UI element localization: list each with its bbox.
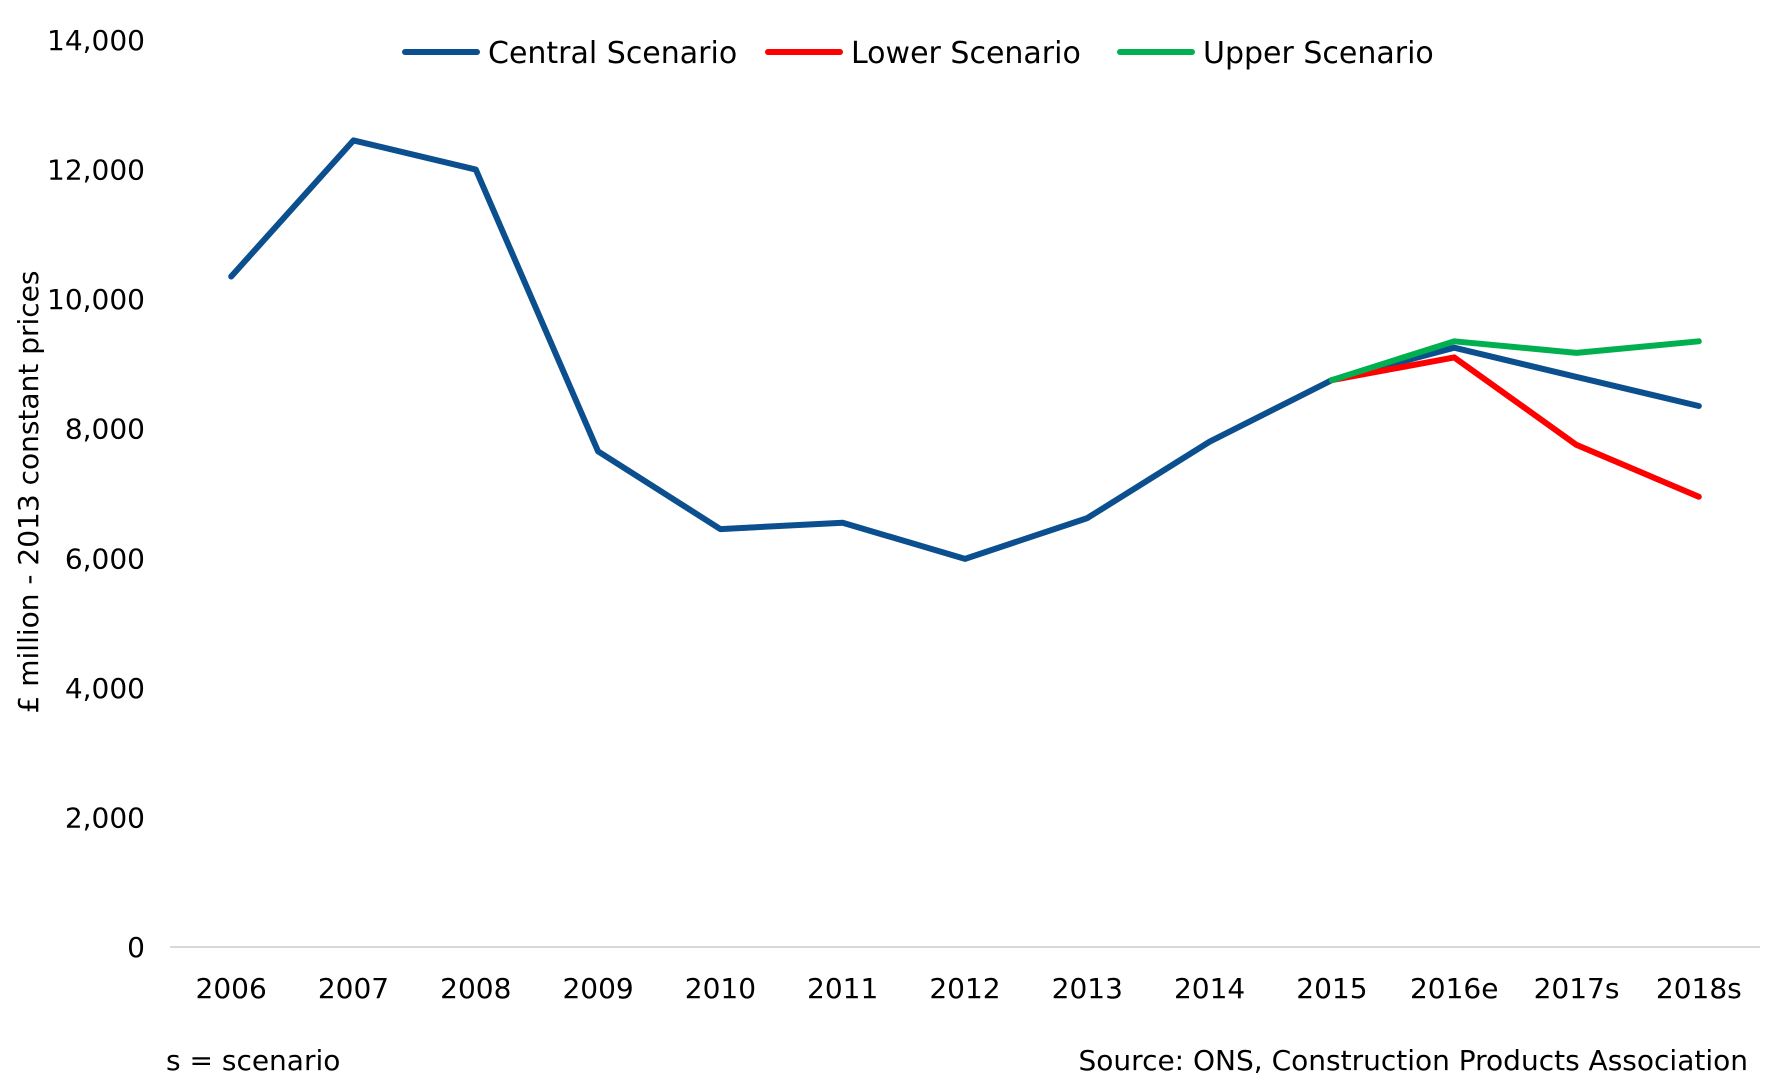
x-tick-label: 2012 <box>929 972 1000 1005</box>
y-tick-label: 0 <box>127 931 145 964</box>
x-axis-ticks: 2006 2007 2008 2009 2010 2011 2012 2013 2014 2015… <box>196 972 1742 1005</box>
x-tick-label: 2006 <box>196 972 267 1005</box>
x-tick-label: 2013 <box>1052 972 1123 1005</box>
legend: Central Scenario Lower Scenario Upper Scen… <box>402 36 1434 71</box>
scenario-note: s = scenario <box>166 1044 340 1077</box>
y-tick-label: 2,000 <box>65 801 145 834</box>
x-tick-label: 2018s <box>1656 972 1742 1005</box>
x-tick-label: 2015 <box>1296 972 1367 1005</box>
y-tick-label: 12,000 <box>47 154 145 187</box>
legend-label: Lower Scenario <box>851 36 1081 71</box>
x-tick-label: 2009 <box>562 972 633 1005</box>
x-tick-label: 2008 <box>440 972 511 1005</box>
series-line-central-scenario <box>228 137 1702 562</box>
x-tick-label: 2016e <box>1410 972 1498 1005</box>
y-axis-label: £ million - 2013 constant prices <box>12 271 45 714</box>
x-tick-label: 2007 <box>318 972 389 1005</box>
x-tick-label: 2017s <box>1534 972 1620 1005</box>
x-tick-label: 2014 <box>1174 972 1245 1005</box>
y-tick-label: 8,000 <box>65 413 145 446</box>
series-line-upper-scenario <box>1328 338 1702 384</box>
y-tick-label: 6,000 <box>65 542 145 575</box>
y-tick-label: 4,000 <box>65 672 145 705</box>
series-lines <box>228 137 1702 562</box>
legend-label: Upper Scenario <box>1203 36 1434 71</box>
y-tick-label: 14,000 <box>47 24 145 57</box>
source-note: Source: ONS, Construction Products Assoc… <box>1079 1044 1748 1077</box>
legend-label: Central Scenario <box>488 36 737 71</box>
y-axis-label-group: £ million - 2013 constant prices <box>12 271 45 714</box>
series-line-lower-scenario <box>1328 354 1702 500</box>
x-tick-label: 2010 <box>685 972 756 1005</box>
y-tick-label: 10,000 <box>47 283 145 316</box>
y-axis-ticks: 0 2,000 4,000 6,000 8,000 10,000 12,000 14,000 <box>47 24 145 964</box>
x-tick-label: 2011 <box>807 972 878 1005</box>
